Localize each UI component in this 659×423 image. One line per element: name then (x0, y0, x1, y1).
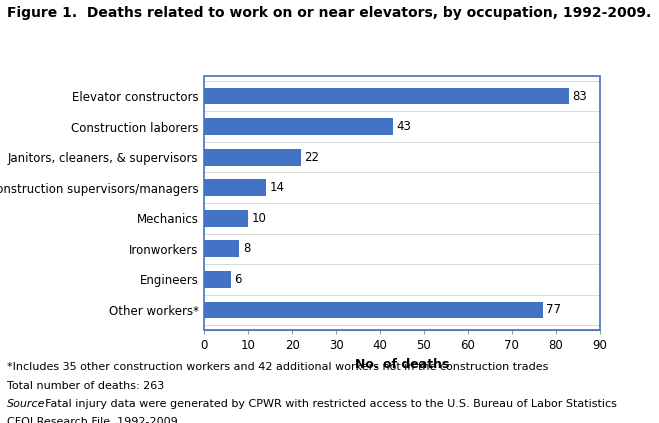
Text: 14: 14 (270, 181, 284, 194)
Text: 22: 22 (304, 151, 320, 164)
Bar (204, 241, 239, 257)
Bar (204, 302, 542, 319)
Bar (204, 210, 248, 227)
X-axis label: No. of deaths: No. of deaths (355, 357, 449, 371)
Text: 8: 8 (243, 242, 250, 255)
Bar (204, 149, 301, 165)
Bar (204, 88, 569, 104)
Text: 43: 43 (397, 120, 412, 133)
Text: CFOI Research File, 1992-2009.: CFOI Research File, 1992-2009. (7, 417, 181, 423)
Text: *Includes 35 other construction workers and 42 additional workers not in the con: *Includes 35 other construction workers … (7, 362, 548, 372)
Text: 83: 83 (573, 90, 587, 103)
Text: Total number of deaths: 263: Total number of deaths: 263 (7, 381, 164, 391)
Text: Figure 1.  Deaths related to work on or near elevators, by occupation, 1992-2009: Figure 1. Deaths related to work on or n… (7, 6, 651, 20)
Bar (204, 179, 266, 196)
Text: : Fatal injury data were generated by CPWR with restricted access to the U.S. Bu: : Fatal injury data were generated by CP… (38, 399, 617, 409)
Text: 6: 6 (234, 273, 242, 286)
Bar (204, 118, 393, 135)
Text: 10: 10 (252, 212, 267, 225)
Text: Source: Source (7, 399, 45, 409)
Text: 77: 77 (546, 303, 561, 316)
Bar (204, 271, 231, 288)
